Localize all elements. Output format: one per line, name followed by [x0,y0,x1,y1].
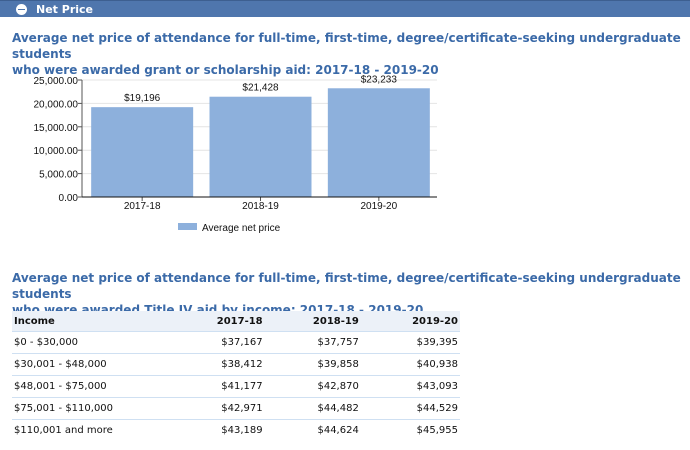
bar-data-label: $21,428 [242,83,279,94]
price-2017-18: $38,412 [187,353,263,376]
bar [91,107,194,197]
net-price-bar-chart: $19,196 $21,428 $23,233 0.00 5,000.00 10,000… [34,74,437,234]
grant-aid-heading: Average net price of attendance for full… [12,30,682,78]
price-2019-20: $45,955 [358,419,460,441]
price-2018-19: $44,624 [262,419,359,441]
table-header-row: Income 2017-18 2018-19 2019-20 [12,311,460,332]
income-bracket: $75,001 - $110,000 [12,397,188,420]
legend-label: Average net price [202,223,281,234]
price-2019-20: $40,938 [358,353,460,376]
bar [209,96,312,197]
y-tick-label: 15,000.00 [34,123,79,134]
price-2018-19: $37,757 [262,331,359,354]
grant-aid-heading-line2: who were awarded grant or scholarship ai… [12,63,439,77]
price-2017-18: $43,189 [187,419,263,441]
y-tick-label: 25,000.00 [34,76,79,87]
bar-data-label: $19,196 [124,93,161,104]
income-net-price-table: Income 2017-18 2018-19 2019-20 $0 - $30,… [12,311,460,441]
table-row: $75,001 - $110,000 $42,971 $44,482 $44,5… [12,397,460,420]
y-tick-label: 20,000.00 [34,99,79,110]
x-tick-label: 2017-18 [124,201,161,212]
table-row: $0 - $30,000 $37,167 $37,757 $39,395 [12,331,460,354]
title-iv-heading-line1: Average net price of attendance for full… [12,271,681,301]
price-2019-20: $39,395 [358,331,460,354]
header-2017-18: 2017-18 [187,311,263,332]
collapse-minus-icon[interactable] [16,3,27,15]
y-tick-label: 0.00 [59,193,79,204]
income-bracket: $48,001 - $75,000 [12,375,188,398]
price-2018-19: $39,858 [262,353,359,376]
x-tick-label: 2018-19 [242,201,279,212]
income-bracket: $30,001 - $48,000 [12,353,188,376]
table-row: $110,001 and more $43,189 $44,624 $45,95… [12,419,460,441]
x-tick-label: 2019-20 [360,201,397,212]
y-tick-label: 10,000.00 [34,146,79,157]
price-2018-19: $42,870 [262,375,359,398]
income-bracket: $110,001 and more [12,419,188,441]
header-2018-19: 2018-19 [262,311,359,332]
header-2019-20: 2019-20 [358,311,460,332]
price-2017-18: $37,167 [187,331,263,354]
header-income: Income [12,311,188,332]
price-2017-18: $42,971 [187,397,263,420]
price-2019-20: $43,093 [358,375,460,398]
legend-swatch [178,223,197,230]
bar [327,88,430,197]
grant-aid-heading-line1: Average net price of attendance for full… [12,31,681,61]
table-row: $30,001 - $48,000 $38,412 $39,858 $40,93… [12,353,460,376]
price-2018-19: $44,482 [262,397,359,420]
section-title: Net Price [36,2,93,16]
net-price-section-header[interactable]: Net Price [0,0,690,17]
y-tick-label: 5,000.00 [39,170,78,181]
income-bracket: $0 - $30,000 [12,331,188,354]
table-row: $48,001 - $75,000 $41,177 $42,870 $43,09… [12,375,460,398]
bar-data-label: $23,233 [361,74,398,85]
price-2019-20: $44,529 [358,397,460,420]
price-2017-18: $41,177 [187,375,263,398]
